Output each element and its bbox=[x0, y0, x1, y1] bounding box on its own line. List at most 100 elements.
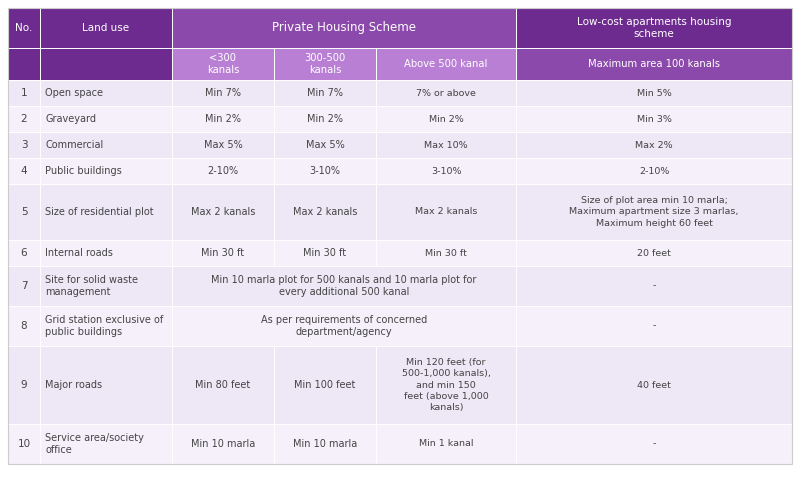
Bar bbox=[172, 266, 516, 306]
Bar bbox=[172, 106, 274, 132]
Bar bbox=[8, 240, 40, 266]
Text: Maximum area 100 kanals: Maximum area 100 kanals bbox=[588, 59, 720, 69]
Text: 7% or above: 7% or above bbox=[416, 88, 476, 97]
Text: Land use: Land use bbox=[82, 23, 130, 33]
Bar bbox=[516, 184, 792, 240]
Bar bbox=[376, 240, 516, 266]
Text: Min 100 feet: Min 100 feet bbox=[294, 380, 356, 390]
Text: -: - bbox=[652, 440, 656, 448]
Bar bbox=[274, 80, 376, 106]
Bar bbox=[516, 346, 792, 424]
Text: Size of plot area min 10 marla;
Maximum apartment size 3 marlas,
Maximum height : Size of plot area min 10 marla; Maximum … bbox=[570, 196, 738, 228]
Text: 40 feet: 40 feet bbox=[637, 381, 671, 389]
Bar bbox=[172, 240, 274, 266]
Text: Max 5%: Max 5% bbox=[306, 140, 344, 150]
Text: 3-10%: 3-10% bbox=[310, 166, 341, 176]
Text: Size of residential plot: Size of residential plot bbox=[45, 207, 154, 217]
Bar bbox=[8, 132, 40, 158]
Bar bbox=[516, 8, 792, 48]
Bar bbox=[516, 106, 792, 132]
Bar bbox=[516, 48, 792, 80]
Text: Service area/society
office: Service area/society office bbox=[45, 433, 144, 455]
Text: Site for solid waste
management: Site for solid waste management bbox=[45, 275, 138, 297]
Bar bbox=[8, 266, 40, 306]
Bar bbox=[274, 106, 376, 132]
Bar bbox=[516, 266, 792, 306]
Bar bbox=[8, 424, 40, 464]
Text: Min 2%: Min 2% bbox=[429, 115, 463, 123]
Text: Min 10 marla: Min 10 marla bbox=[191, 439, 255, 449]
Bar bbox=[172, 424, 274, 464]
Text: Grid station exclusive of
public buildings: Grid station exclusive of public buildin… bbox=[45, 315, 163, 337]
Text: Min 30 ft: Min 30 ft bbox=[303, 248, 346, 258]
Text: Min 10 marla: Min 10 marla bbox=[293, 439, 357, 449]
Bar bbox=[172, 346, 274, 424]
Text: 300-500
kanals: 300-500 kanals bbox=[304, 53, 346, 75]
Bar bbox=[8, 80, 40, 106]
Bar bbox=[8, 106, 40, 132]
Bar bbox=[516, 132, 792, 158]
Text: 2-10%: 2-10% bbox=[639, 167, 669, 176]
Bar bbox=[274, 424, 376, 464]
Bar bbox=[172, 132, 274, 158]
Bar bbox=[8, 8, 40, 48]
Bar bbox=[376, 158, 516, 184]
Text: Max 2%: Max 2% bbox=[635, 141, 673, 149]
Bar bbox=[172, 8, 516, 48]
Bar bbox=[274, 346, 376, 424]
Text: Max 2 kanals: Max 2 kanals bbox=[191, 207, 255, 217]
Text: Max 10%: Max 10% bbox=[424, 141, 468, 149]
Bar bbox=[376, 346, 516, 424]
Bar bbox=[172, 184, 274, 240]
Text: Min 1 kanal: Min 1 kanal bbox=[418, 440, 474, 448]
Bar bbox=[40, 158, 172, 184]
Bar bbox=[40, 8, 172, 48]
Text: 8: 8 bbox=[21, 321, 27, 331]
Text: Internal roads: Internal roads bbox=[45, 248, 113, 258]
Text: Max 5%: Max 5% bbox=[204, 140, 242, 150]
Bar bbox=[172, 306, 516, 346]
Bar bbox=[8, 48, 40, 80]
Bar bbox=[376, 132, 516, 158]
Bar bbox=[40, 424, 172, 464]
Bar bbox=[172, 80, 274, 106]
Bar bbox=[516, 240, 792, 266]
Bar bbox=[40, 306, 172, 346]
Text: 2-10%: 2-10% bbox=[207, 166, 238, 176]
Bar bbox=[376, 48, 516, 80]
Bar bbox=[376, 80, 516, 106]
Text: Commercial: Commercial bbox=[45, 140, 103, 150]
Bar bbox=[40, 184, 172, 240]
Bar bbox=[376, 184, 516, 240]
Text: No.: No. bbox=[15, 23, 33, 33]
Text: 3: 3 bbox=[21, 140, 27, 150]
Text: Min 10 marla plot for 500 kanals and 10 marla plot for
every additional 500 kana: Min 10 marla plot for 500 kanals and 10 … bbox=[211, 275, 477, 297]
Text: 5: 5 bbox=[21, 207, 27, 217]
Bar bbox=[40, 346, 172, 424]
Bar bbox=[40, 48, 172, 80]
Text: Min 7%: Min 7% bbox=[205, 88, 241, 98]
Bar bbox=[274, 158, 376, 184]
Text: -: - bbox=[652, 322, 656, 331]
Text: Min 5%: Min 5% bbox=[637, 88, 671, 97]
Text: Min 120 feet (for
500-1,000 kanals),
and min 150
feet (above 1,000
kanals): Min 120 feet (for 500-1,000 kanals), and… bbox=[402, 358, 490, 412]
Bar bbox=[376, 106, 516, 132]
Bar bbox=[274, 240, 376, 266]
Text: Private Housing Scheme: Private Housing Scheme bbox=[272, 22, 416, 35]
Bar bbox=[8, 158, 40, 184]
Text: Min 7%: Min 7% bbox=[307, 88, 343, 98]
Text: Public buildings: Public buildings bbox=[45, 166, 122, 176]
Text: Above 500 kanal: Above 500 kanal bbox=[404, 59, 488, 69]
Text: 2: 2 bbox=[21, 114, 27, 124]
Bar bbox=[172, 48, 274, 80]
Bar bbox=[516, 306, 792, 346]
Text: 3-10%: 3-10% bbox=[430, 167, 462, 176]
Bar bbox=[172, 158, 274, 184]
Bar bbox=[516, 80, 792, 106]
Text: Graveyard: Graveyard bbox=[45, 114, 96, 124]
Text: Min 2%: Min 2% bbox=[205, 114, 241, 124]
Text: 4: 4 bbox=[21, 166, 27, 176]
Text: Min 80 feet: Min 80 feet bbox=[195, 380, 250, 390]
Bar bbox=[274, 48, 376, 80]
Bar bbox=[40, 132, 172, 158]
